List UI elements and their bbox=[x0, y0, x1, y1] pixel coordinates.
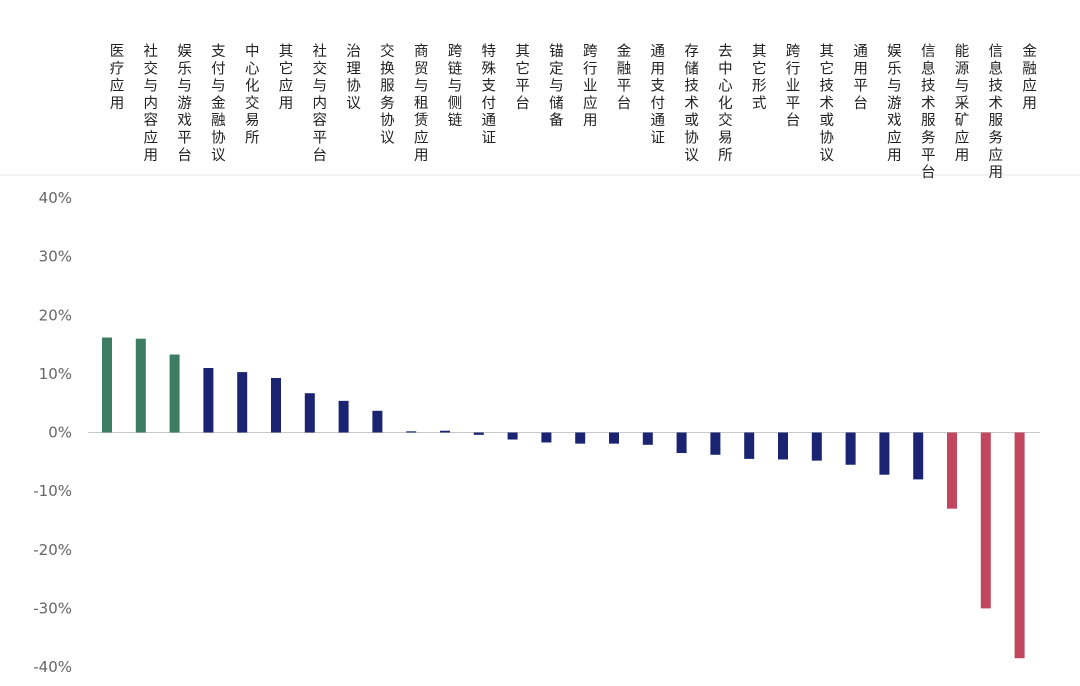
y-tick-label: -40% bbox=[33, 658, 72, 676]
category-label: 其它平台 bbox=[515, 43, 530, 112]
bar bbox=[710, 432, 721, 455]
y-tick-label: 20% bbox=[39, 306, 72, 324]
y-tick-label: -20% bbox=[33, 541, 72, 559]
bar bbox=[1014, 432, 1025, 659]
bar bbox=[879, 432, 890, 475]
bar bbox=[541, 432, 552, 443]
category-label: 跨链与侧链 bbox=[448, 43, 463, 129]
y-tick-label: 30% bbox=[39, 248, 72, 266]
category-label: 特殊支付通证 bbox=[482, 43, 497, 147]
category-label: 支付与金融协议 bbox=[211, 43, 226, 164]
bar bbox=[440, 430, 450, 433]
bar bbox=[507, 432, 518, 440]
bar bbox=[135, 338, 146, 433]
bar bbox=[271, 377, 281, 433]
bar bbox=[947, 432, 957, 509]
category-label: 信息技术服务平台 bbox=[921, 43, 936, 181]
category-label: 社交与内容平台 bbox=[313, 43, 328, 164]
bar bbox=[102, 337, 112, 433]
bar bbox=[473, 432, 484, 435]
category-label: 金融平台 bbox=[617, 43, 632, 112]
category-label: 存储技术或协议 bbox=[684, 43, 699, 164]
y-tick-label: 40% bbox=[39, 189, 72, 207]
category-label: 中心化交易所 bbox=[245, 43, 260, 147]
bar bbox=[913, 432, 924, 480]
bar bbox=[642, 432, 653, 445]
y-tick-label: -10% bbox=[33, 482, 72, 500]
bar bbox=[575, 432, 586, 444]
y-tick-label: -30% bbox=[33, 599, 72, 617]
category-label: 通用平台 bbox=[853, 43, 868, 112]
bar bbox=[778, 432, 788, 460]
category-label: 商贸与租赁应用 bbox=[414, 43, 429, 164]
category-label: 锚定与储备 bbox=[549, 43, 564, 129]
y-tick-label: 0% bbox=[48, 424, 72, 442]
category-label: 跨行业平台 bbox=[786, 43, 801, 129]
category-label: 社交与内容应用 bbox=[144, 43, 159, 164]
bar bbox=[203, 368, 214, 433]
bar bbox=[980, 432, 991, 609]
category-label: 信息技术服务应用 bbox=[989, 43, 1004, 181]
bar bbox=[406, 431, 417, 433]
category-label: 金融应用 bbox=[1022, 43, 1037, 112]
category-label: 治理协议 bbox=[346, 43, 361, 112]
category-label: 去中心化交易所 bbox=[718, 43, 733, 164]
category-label: 其它技术或协议 bbox=[820, 43, 835, 164]
category-label: 跨行业应用 bbox=[583, 43, 598, 129]
category-label: 娱乐与游戏应用 bbox=[887, 43, 902, 164]
bar bbox=[169, 354, 180, 433]
category-label: 娱乐与游戏平台 bbox=[177, 43, 192, 164]
category-label: 能源与采矿应用 bbox=[955, 43, 970, 164]
bar bbox=[304, 393, 315, 433]
y-tick-label: 10% bbox=[39, 365, 72, 383]
bar bbox=[237, 372, 248, 433]
category-label: 其它形式 bbox=[752, 43, 767, 112]
bar bbox=[811, 432, 822, 461]
bar bbox=[676, 432, 687, 454]
bar bbox=[338, 400, 349, 433]
bar bbox=[845, 432, 856, 465]
bar bbox=[609, 432, 619, 444]
category-label: 通用支付通证 bbox=[651, 43, 666, 147]
category-label: 医疗应用 bbox=[110, 44, 125, 112]
category-label: 其它应用 bbox=[279, 43, 294, 112]
category-label: 交换服务协议 bbox=[380, 42, 395, 147]
bar bbox=[744, 432, 755, 459]
bar bbox=[372, 410, 383, 433]
